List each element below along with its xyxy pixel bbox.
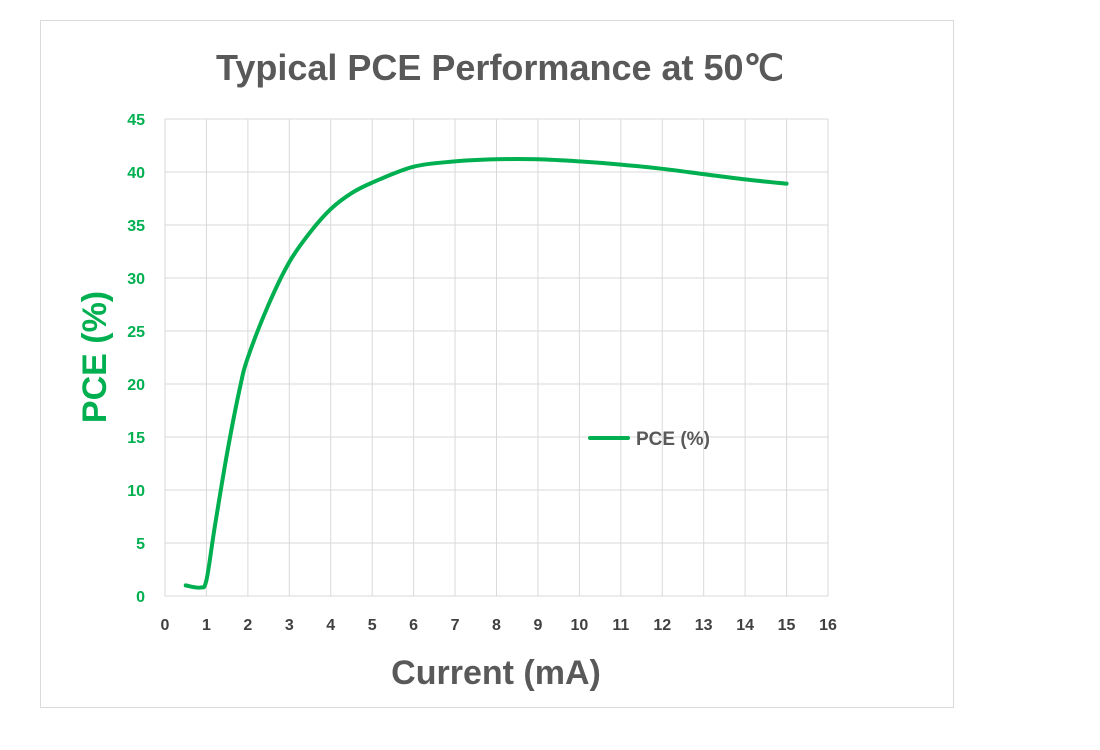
x-tick-label: 1 bbox=[202, 617, 211, 634]
x-tick-label: 5 bbox=[368, 617, 377, 634]
y-tick-label: 20 bbox=[127, 377, 145, 394]
y-tick-label: 10 bbox=[127, 483, 145, 500]
x-axis-title: Current (mA) bbox=[391, 654, 601, 692]
x-tick-label: 12 bbox=[653, 617, 671, 634]
x-tick-label: 6 bbox=[409, 617, 418, 634]
chart-title: Typical PCE Performance at 50℃ bbox=[216, 47, 784, 88]
tick-layer: 0 1 2 3 4 5 6 7 8 9 10 11 12 13 14 15 160510152025303540… bbox=[127, 112, 837, 634]
legend-label-pce: PCE (%) bbox=[636, 429, 710, 450]
x-tick-label: 10 bbox=[570, 617, 588, 634]
series-line-pce bbox=[183, 157, 789, 590]
x-tick-label: 13 bbox=[695, 617, 713, 634]
y-axis-title: PCE (%) bbox=[76, 291, 114, 423]
x-tick-label: 4 bbox=[326, 617, 335, 634]
y-tick-label: 35 bbox=[127, 218, 145, 235]
x-tick-label: 11 bbox=[612, 617, 629, 634]
x-tick-label: 15 bbox=[778, 617, 796, 634]
y-tick-label: 30 bbox=[127, 271, 145, 288]
x-tick-label: 2 bbox=[243, 617, 252, 634]
x-tick-label: 0 bbox=[161, 617, 170, 634]
legend: PCE (%) bbox=[588, 429, 710, 450]
x-tick-label: 8 bbox=[492, 617, 501, 634]
y-tick-label: 5 bbox=[136, 536, 145, 553]
y-tick-label: 0 bbox=[136, 589, 145, 606]
y-tick-label: 15 bbox=[127, 430, 145, 447]
x-tick-label: 16 bbox=[819, 617, 837, 634]
x-tick-label: 3 bbox=[285, 617, 294, 634]
series-layer bbox=[183, 157, 789, 590]
grid-layer bbox=[164, 118, 829, 597]
y-tick-label: 40 bbox=[127, 165, 145, 182]
x-tick-label: 9 bbox=[533, 617, 542, 634]
y-tick-label: 25 bbox=[127, 324, 145, 341]
y-tick-label: 45 bbox=[127, 112, 145, 129]
x-tick-label: 7 bbox=[451, 617, 460, 634]
x-tick-label: 14 bbox=[736, 617, 754, 634]
